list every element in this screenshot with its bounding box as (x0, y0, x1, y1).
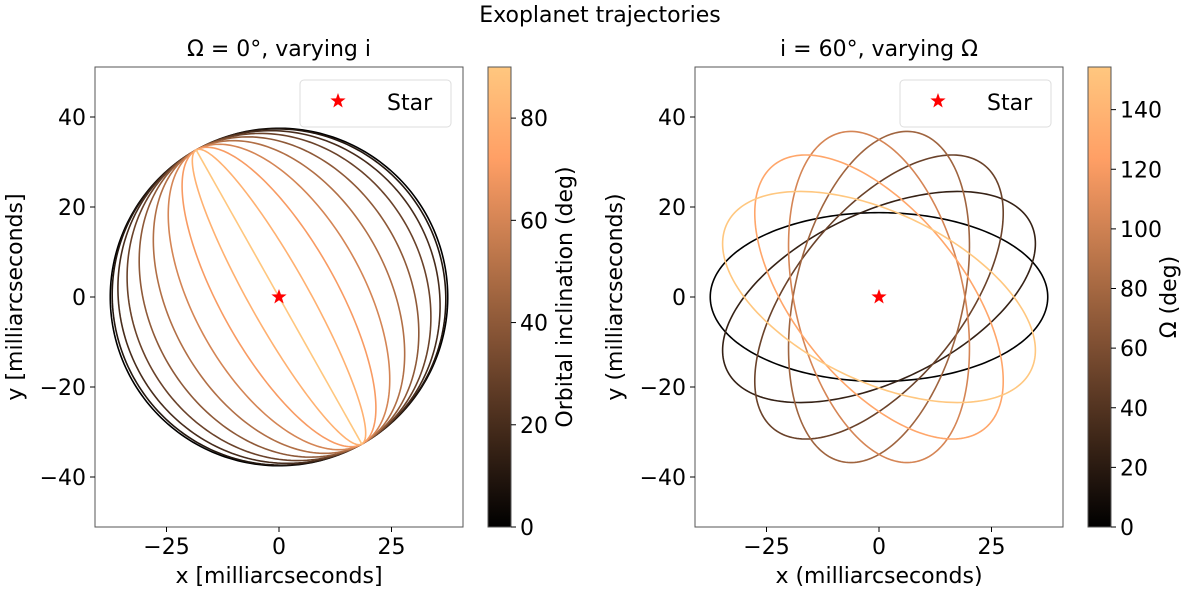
colorbar-tick-label: 0 (1120, 516, 1134, 541)
orbit-line (787, 130, 971, 464)
orbit-line (721, 190, 1037, 404)
colorbar-tick-label: 60 (1120, 337, 1148, 362)
legend-label: Star (987, 91, 1033, 116)
colorbar-tick-label: 20 (1120, 456, 1148, 481)
y-axis-label: y (milliarcseconds) (603, 193, 628, 400)
subplot-title: i = 60°, varying Ω (780, 37, 978, 62)
legend-star-icon (930, 93, 946, 108)
y-tick-label: 20 (658, 196, 686, 221)
colorbar: 0 20 40 60 80 100 120 140 Ω (deg) (1087, 66, 1182, 541)
orbit-line (709, 211, 1049, 383)
orbit-line (195, 149, 363, 445)
x-tick-label: −25 (143, 535, 189, 560)
panel-1: −25 0 25 −40 −20 0 20 40 i = 60°, varying Ω x (mi… (603, 37, 1182, 589)
legend: Star (899, 79, 1052, 128)
x-tick-label: 25 (378, 535, 406, 560)
star-marker (871, 289, 887, 304)
star-marker (271, 289, 287, 304)
y-tick-label: 20 (58, 196, 86, 221)
colorbar-gradient (1087, 66, 1112, 528)
x-tick-label: 0 (272, 535, 286, 560)
x-tick-label: 0 (872, 535, 886, 560)
y-axis-label: y [milliarcseconds] (3, 193, 28, 400)
y-tick-label: 40 (58, 106, 86, 131)
orbit-line (787, 130, 971, 464)
colorbar-tick-label: 0 (520, 516, 534, 541)
y-tick-label: −40 (640, 466, 686, 491)
x-tick-label: −25 (743, 535, 789, 560)
orbit-line (721, 190, 1037, 404)
y-tick-label: −20 (640, 376, 686, 401)
legend-box (899, 79, 1052, 128)
colorbar-tick-label: 60 (520, 209, 548, 234)
colorbar-tick-label: 80 (520, 107, 548, 132)
colorbar-tick-label: 40 (1120, 397, 1148, 422)
y-tick-label: 0 (72, 286, 86, 311)
colorbar-tick-label: 40 (520, 312, 548, 337)
x-axis-label: x (milliarcseconds) (775, 564, 982, 589)
colorbar-tick-label: 100 (1120, 218, 1162, 243)
y-tick-label: −40 (40, 466, 86, 491)
panel-0: −25 0 25 −40 −20 0 20 40 Ω = 0°, varying i x [mil… (3, 37, 578, 589)
x-tick-label: 25 (978, 535, 1006, 560)
orbit-line (753, 154, 1005, 440)
colorbar-label: Ω (deg) (1157, 256, 1182, 338)
colorbar-gradient (487, 66, 512, 528)
y-tick-label: −20 (40, 376, 86, 401)
colorbar-tick-label: 140 (1120, 99, 1162, 124)
colorbar-tick-label: 80 (1120, 278, 1148, 303)
colorbar-label: Orbital inclination (deg) (553, 166, 578, 427)
figure-title: Exoplanet trajectories (479, 3, 721, 28)
colorbar-tick-label: 20 (520, 414, 548, 439)
colorbar: 0 20 40 60 80 Orbital inclination (deg) (487, 66, 578, 541)
y-tick-label: 40 (658, 106, 686, 131)
orbit-line (753, 154, 1005, 440)
legend: Star (299, 79, 452, 128)
legend-star-icon (330, 93, 346, 108)
subplot-title: Ω = 0°, varying i (187, 37, 371, 62)
colorbar-tick-label: 120 (1120, 158, 1162, 183)
x-axis-label: x [milliarcseconds] (175, 564, 382, 589)
y-tick-label: 0 (672, 286, 686, 311)
legend-box (299, 79, 452, 128)
legend-label: Star (387, 91, 433, 116)
